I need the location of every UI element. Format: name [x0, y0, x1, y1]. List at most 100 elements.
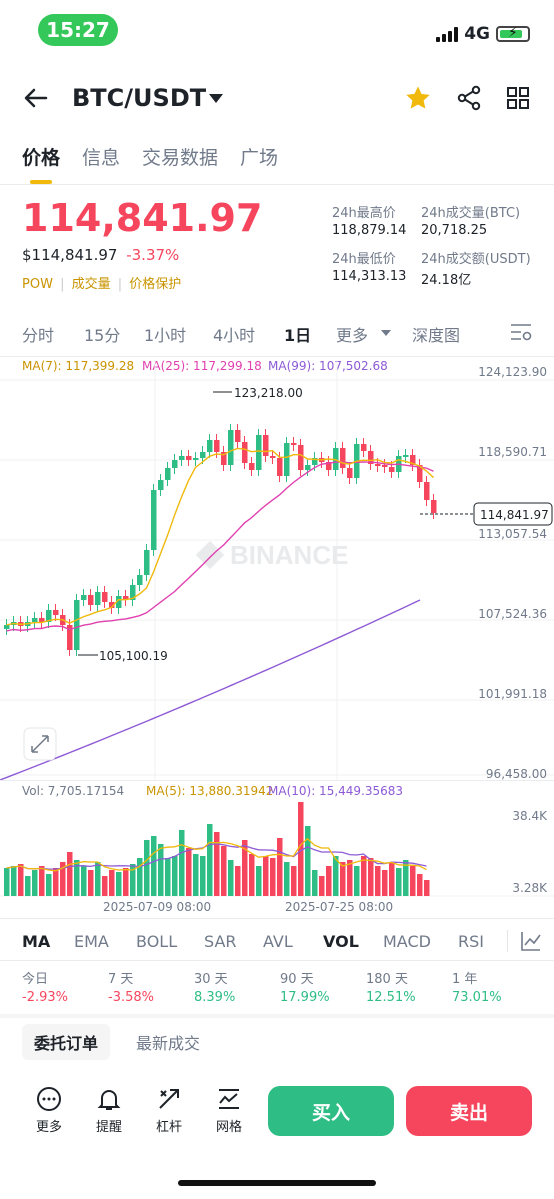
- ind-macd[interactable]: MACD: [383, 932, 431, 951]
- alert-button[interactable]: 提醒: [84, 1086, 134, 1135]
- tf-timeline[interactable]: 分时: [22, 326, 55, 345]
- vol-ma10-line: [6, 843, 427, 870]
- grid-menu-icon[interactable]: [506, 86, 530, 114]
- volume-bar: [249, 854, 255, 896]
- tab-open-orders[interactable]: 委托订单: [22, 1024, 111, 1060]
- chart-settings-icon[interactable]: [510, 322, 532, 342]
- indicator-settings-icon[interactable]: [520, 930, 542, 952]
- volume-bar: [207, 824, 213, 896]
- tf-1d[interactable]: 1日: [284, 326, 312, 345]
- more-icon: [37, 1087, 61, 1111]
- ind-sar[interactable]: SAR: [204, 932, 237, 951]
- volume-bar: [81, 866, 87, 896]
- leverage-button[interactable]: 杠杆: [144, 1086, 194, 1135]
- volume-bar: [144, 840, 150, 896]
- candle: [32, 618, 38, 622]
- main-tabs: 价格 信息 交易数据 广场: [22, 143, 278, 170]
- candle: [200, 452, 206, 458]
- binance-watermark: BINANCE: [195, 540, 348, 570]
- divider: [0, 780, 554, 781]
- candle: [368, 451, 374, 464]
- perf-period-value: -3.58%: [108, 990, 154, 1005]
- ma7-line: [6, 447, 434, 626]
- perf-period-label: 1 年: [452, 972, 478, 987]
- back-arrow-icon[interactable]: [22, 84, 50, 112]
- tab-latest-trades[interactable]: 最新成交: [136, 1034, 201, 1053]
- volume-bar: [158, 844, 164, 896]
- candle: [305, 465, 311, 470]
- volume-bar: [130, 864, 136, 896]
- vol-ma5-label: MA(5): 13,880.31942: [146, 784, 274, 798]
- candle: [263, 435, 269, 456]
- candle: [81, 595, 87, 600]
- bell-icon: [97, 1090, 121, 1110]
- candle: [207, 440, 213, 452]
- ind-rsi[interactable]: RSI: [458, 932, 484, 951]
- candle: [46, 610, 52, 622]
- candle: [221, 452, 227, 465]
- volume-bar: [410, 866, 416, 896]
- tag-volume[interactable]: 成交量: [71, 277, 111, 292]
- volume-bar: [228, 860, 234, 896]
- vol-label: Vol: 7,705.17154: [22, 784, 125, 798]
- ind-ema[interactable]: EMA: [74, 932, 109, 951]
- star-icon[interactable]: [404, 84, 432, 116]
- vol-btc-value: 20,718.25: [421, 223, 488, 238]
- date-label: 2025-07-09 08:00: [103, 900, 212, 914]
- candle: [235, 430, 241, 442]
- tf-more-caret-icon: [381, 330, 391, 336]
- volume-bar: [277, 838, 283, 896]
- high-annotation: 123,218.00: [234, 386, 303, 400]
- tab-trading-data[interactable]: 交易数据: [142, 147, 219, 169]
- ma7-label: MA(7): 117,399.28: [22, 359, 135, 373]
- volume-bar: [270, 858, 276, 896]
- buy-button[interactable]: 买入: [268, 1086, 394, 1136]
- volume-chart[interactable]: 38.4K 3.28K: [0, 800, 554, 900]
- tag-pow[interactable]: POW: [22, 277, 53, 292]
- tag-price-protection[interactable]: 价格保护: [129, 277, 182, 292]
- axis-label: 107,524.36: [478, 607, 547, 621]
- tf-more[interactable]: 更多: [336, 326, 369, 345]
- perf-period-label: 90 天: [280, 972, 314, 987]
- share-icon[interactable]: [456, 85, 482, 115]
- axis-label: 101,991.18: [478, 687, 547, 701]
- candle: [4, 625, 10, 629]
- more-label: 更多: [35, 1120, 62, 1135]
- leverage-label: 杠杆: [155, 1120, 182, 1135]
- status-time: 15:27: [38, 14, 118, 46]
- candle: [53, 610, 59, 615]
- tab-info[interactable]: 信息: [82, 147, 121, 169]
- volume-bar: [375, 866, 381, 896]
- candle: [333, 448, 339, 470]
- divider: [0, 918, 554, 919]
- pair-title[interactable]: BTC/USDT: [72, 84, 207, 112]
- divider: [0, 184, 554, 185]
- ind-avl[interactable]: AVL: [263, 932, 293, 951]
- sell-button[interactable]: 卖出: [406, 1086, 532, 1136]
- tf-15m[interactable]: 15分: [84, 326, 121, 345]
- perf-period-label: 7 天: [108, 972, 134, 987]
- ind-boll[interactable]: BOLL: [136, 932, 178, 951]
- tab-price[interactable]: 价格: [22, 147, 61, 169]
- axis-label: 118,590.71: [478, 445, 547, 459]
- volume-bar: [235, 866, 241, 896]
- tf-4h[interactable]: 4小时: [213, 326, 256, 345]
- tab-square[interactable]: 广场: [240, 147, 279, 169]
- axis-label: 113,057.54: [478, 527, 547, 541]
- candle: [284, 443, 290, 476]
- more-button[interactable]: 更多: [24, 1086, 74, 1135]
- candle: [158, 480, 164, 490]
- perf-period-value: 17.99%: [280, 990, 330, 1005]
- ma99-line: [0, 599, 421, 780]
- ind-ma[interactable]: MA: [22, 932, 51, 951]
- tf-1h[interactable]: 1小时: [144, 326, 187, 345]
- ind-vol[interactable]: VOL: [323, 932, 359, 951]
- volume-bar: [18, 864, 24, 896]
- fullscreen-button[interactable]: [23, 727, 57, 761]
- candle: [410, 455, 416, 465]
- dropdown-icon[interactable]: [208, 90, 224, 109]
- volume-bar: [396, 868, 402, 896]
- tf-depth[interactable]: 深度图: [412, 326, 461, 345]
- grid-button[interactable]: 网格: [204, 1086, 254, 1135]
- candlestick-chart[interactable]: BINANCE 123,218.00 105,100.19 114,841.97…: [0, 360, 554, 780]
